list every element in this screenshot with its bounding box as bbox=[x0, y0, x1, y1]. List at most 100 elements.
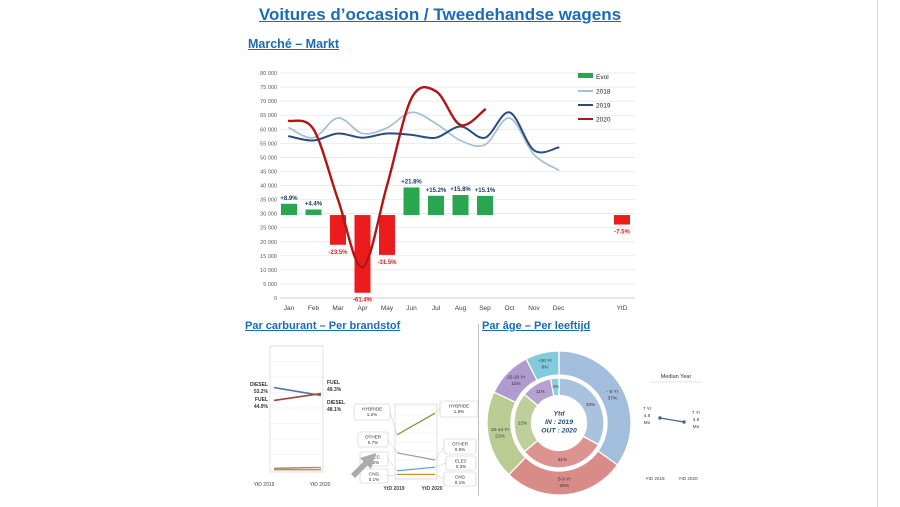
svg-text:75 000: 75 000 bbox=[260, 85, 277, 91]
svg-text:Mar: Mar bbox=[332, 305, 344, 312]
fuel-line-HYBRIDE bbox=[273, 466, 322, 469]
callout-box-OTHER bbox=[443, 438, 477, 455]
fuel-zoom-line-OTHER bbox=[396, 452, 436, 461]
svg-text:CNG: CNG bbox=[455, 475, 466, 480]
section-heading-age[interactable]: Par âge – Per leeftijd bbox=[482, 320, 591, 332]
svg-text:Mo: Mo bbox=[644, 420, 651, 425]
svg-text:2020: 2020 bbox=[596, 117, 611, 124]
svg-text:21%: 21% bbox=[495, 434, 505, 440]
svg-text:7 Yr: 7 Yr bbox=[643, 406, 652, 411]
fuel-plot-border bbox=[269, 345, 324, 473]
market-grid: 0 5 000 10 000 15 000 20 000 25 000 30 000 35 0… bbox=[260, 71, 635, 302]
evol-bar-May bbox=[379, 215, 395, 255]
evol-label-May: -31.5% bbox=[377, 260, 397, 266]
evol-label-YtD: -7.5% bbox=[614, 230, 630, 236]
svg-text:HYBRIDE: HYBRIDE bbox=[362, 407, 382, 412]
svg-text:2019: 2019 bbox=[596, 103, 611, 110]
callout-box-ELEC bbox=[445, 455, 477, 471]
svg-text:0.1%: 0.1% bbox=[369, 477, 379, 482]
evol-bar-Feb bbox=[305, 209, 322, 216]
svg-text:45 000: 45 000 bbox=[260, 169, 277, 175]
evol-label-Jul: +15.2% bbox=[426, 188, 447, 194]
callout-box-HYBRIDE bbox=[353, 403, 391, 421]
svg-text:OTHER: OTHER bbox=[452, 442, 469, 447]
section-heading-market[interactable]: Marché – Markt bbox=[248, 37, 340, 51]
svg-text:YtD 2019: YtD 2019 bbox=[254, 482, 275, 488]
svg-text:8%: 8% bbox=[541, 365, 549, 371]
svg-text:May: May bbox=[381, 305, 394, 312]
svg-text:4.8: 4.8 bbox=[644, 413, 651, 418]
evol-bar-Jun bbox=[403, 187, 420, 216]
svg-text:15 000: 15 000 bbox=[260, 254, 277, 260]
svg-text:60 000: 60 000 bbox=[260, 127, 277, 133]
svg-text:11%: 11% bbox=[511, 381, 521, 387]
svg-text:DIESEL: DIESEL bbox=[327, 400, 345, 406]
svg-text:Nov: Nov bbox=[528, 305, 540, 312]
svg-text:FUEL: FUEL bbox=[327, 380, 340, 386]
svg-text:Jul: Jul bbox=[432, 305, 441, 312]
evol-bar-Jul bbox=[428, 195, 444, 216]
svg-text:70 000: 70 000 bbox=[260, 99, 277, 105]
svg-text:10 000: 10 000 bbox=[260, 268, 277, 274]
donut-outer-+20 Yr bbox=[525, 350, 560, 382]
svg-text:53.2%: 53.2% bbox=[254, 389, 269, 395]
svg-text:YtD 2019: YtD 2019 bbox=[645, 476, 665, 481]
market-chart-svg: 0 5 000 10 000 15 000 20 000 25 000 30 000 35 0… bbox=[260, 71, 635, 312]
fuel-zoom-line-ELEC bbox=[396, 466, 436, 472]
svg-text:FUEL: FUEL bbox=[255, 397, 268, 403]
line-2020 bbox=[287, 86, 487, 269]
section-heading-fuel[interactable]: Par carburant – Per brandstof bbox=[245, 320, 401, 332]
svg-text:Aug: Aug bbox=[455, 305, 467, 312]
svg-text:80 000: 80 000 bbox=[260, 71, 277, 77]
svg-text:55 000: 55 000 bbox=[260, 141, 277, 147]
svg-text:40 000: 40 000 bbox=[260, 184, 277, 190]
svg-text:0.7%: 0.7% bbox=[368, 440, 378, 445]
svg-text:Mo: Mo bbox=[693, 424, 700, 429]
svg-text:YtD 2020: YtD 2020 bbox=[310, 482, 331, 488]
svg-text:Jun: Jun bbox=[406, 305, 417, 312]
svg-text:- 5 Yr: - 5 Yr bbox=[607, 389, 619, 395]
callout-box-CNG bbox=[443, 471, 477, 487]
median-year-chart: Median Year 7 Yr 4.8 Mo 7 Yr 4.5 Mo YtD 2019 YtD… bbox=[636, 368, 716, 493]
fuel-main-chart-svg: DIESEL53.2%FUEL44.9%FUEL49.3%DIESEL48.1%… bbox=[250, 345, 345, 488]
svg-text:Sep: Sep bbox=[479, 305, 491, 312]
svg-text:YtD: YtD bbox=[617, 305, 628, 312]
svg-text:31%: 31% bbox=[558, 457, 567, 462]
evol-bar-Aug bbox=[452, 195, 469, 216]
svg-text:0.1%: 0.1% bbox=[455, 480, 465, 485]
evol-bar-Mar bbox=[330, 215, 346, 245]
svg-text:+20 Yr: +20 Yr bbox=[538, 358, 553, 364]
market-legend: Evol 2018 2019 2020 bbox=[578, 73, 611, 124]
svg-text:0.2%: 0.2% bbox=[369, 460, 379, 465]
svg-text:HYBRIDE: HYBRIDE bbox=[449, 404, 469, 409]
median-year-svg: Median Year 7 Yr 4.8 Mo 7 Yr 4.5 Mo YtD 2019 YtD… bbox=[643, 374, 702, 481]
svg-text:65 000: 65 000 bbox=[260, 113, 277, 119]
fuel-line-FUEL bbox=[273, 392, 322, 402]
svg-text:YtD 2019: YtD 2019 bbox=[383, 486, 404, 492]
median-title: Median Year bbox=[661, 374, 692, 380]
svg-text:Evol: Evol bbox=[596, 74, 609, 81]
evol-bar-Jan bbox=[281, 203, 297, 216]
svg-text:15-19 Yr: 15-19 Yr bbox=[507, 375, 526, 381]
line-2018 bbox=[288, 111, 560, 171]
svg-text:3%: 3% bbox=[552, 384, 559, 389]
evol-label-Mar: -23.5% bbox=[328, 250, 348, 256]
page-title[interactable]: Voitures d’occasion / Tweedehandse wagen… bbox=[258, 5, 622, 24]
evol-label-Jan: +8.9% bbox=[280, 196, 298, 202]
evol-label-Sep: +15.1% bbox=[475, 188, 496, 194]
donut-inner-+20 Yr bbox=[549, 377, 560, 397]
svg-text:48.1%: 48.1% bbox=[327, 407, 342, 413]
evol-label-Aug: +15.8% bbox=[450, 187, 471, 193]
callout-box-OTHER bbox=[357, 431, 389, 448]
svg-text:50 000: 50 000 bbox=[260, 155, 277, 161]
svg-text:1.2%: 1.2% bbox=[367, 412, 377, 417]
svg-text:0: 0 bbox=[274, 296, 277, 302]
svg-text:0.5%: 0.5% bbox=[455, 447, 465, 452]
svg-text:5 000: 5 000 bbox=[263, 282, 277, 288]
svg-text:49.3%: 49.3% bbox=[327, 387, 342, 393]
fuel-main-chart: DIESEL 53.2% FUEL 44.9% FUEL 49.3% DIESEL 48.1%… bbox=[228, 340, 386, 503]
svg-text:5-9 Yr: 5-9 Yr bbox=[558, 476, 571, 482]
